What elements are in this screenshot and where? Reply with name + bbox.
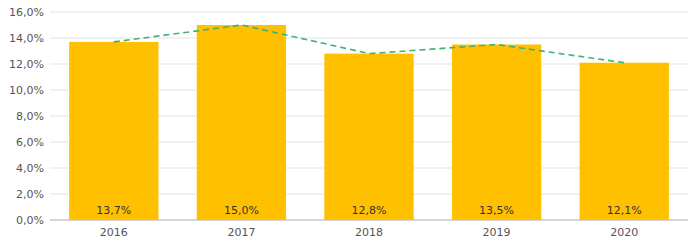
data-label: 12,1%	[607, 204, 642, 217]
y-tick-label: 4,0%	[16, 162, 44, 175]
bar	[197, 25, 286, 220]
x-tick-label: 2016	[100, 226, 128, 239]
y-tick-label: 6,0%	[16, 136, 44, 149]
data-label: 12,8%	[352, 204, 387, 217]
bar	[452, 45, 541, 221]
y-tick-label: 16,0%	[9, 6, 44, 19]
grid-line	[50, 12, 688, 13]
plot-area	[69, 25, 669, 220]
y-axis: 0,0% 2,0% 4,0% 6,0% 8,0% 10,0% 12,0% 14,0% 16,0%	[9, 6, 44, 227]
x-tick-label: 2019	[483, 226, 511, 239]
x-tick-label: 2017	[227, 226, 255, 239]
x-tick-label: 2020	[610, 226, 638, 239]
grid	[50, 12, 688, 220]
y-tick-label: 0,0%	[16, 214, 44, 227]
data-label: 13,5%	[479, 204, 514, 217]
y-tick-label: 2,0%	[16, 188, 44, 201]
data-label: 13,7%	[96, 204, 131, 217]
bar	[69, 42, 158, 220]
data-labels: 13,7% 15,0% 12,8% 13,5% 12,1%	[96, 204, 641, 217]
x-axis: 2016 2017 2018 2019 2020	[50, 220, 688, 239]
chart-container: 0,0% 2,0% 4,0% 6,0% 8,0% 10,0% 12,0% 14,0% 16,0%…	[0, 0, 700, 246]
bar	[324, 54, 413, 220]
y-tick-label: 12,0%	[9, 58, 44, 71]
y-tick-label: 8,0%	[16, 110, 44, 123]
grid-line	[50, 220, 688, 221]
chart-svg: 0,0% 2,0% 4,0% 6,0% 8,0% 10,0% 12,0% 14,0% 16,0%…	[0, 0, 700, 246]
x-axis-line	[50, 220, 688, 221]
y-tick-label: 10,0%	[9, 84, 44, 97]
x-tick-label: 2018	[355, 226, 383, 239]
trend-line	[114, 25, 624, 63]
bar	[580, 63, 669, 220]
data-label: 15,0%	[224, 204, 259, 217]
y-tick-label: 14,0%	[9, 32, 44, 45]
